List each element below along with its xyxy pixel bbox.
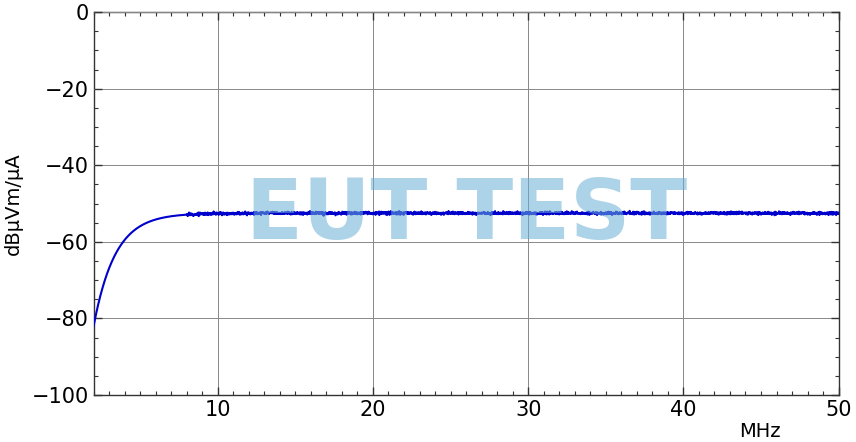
Y-axis label: dBµVm/µA: dBµVm/µA xyxy=(4,152,23,255)
Text: MHz: MHz xyxy=(740,422,782,441)
Text: EUT TEST: EUT TEST xyxy=(246,175,687,255)
